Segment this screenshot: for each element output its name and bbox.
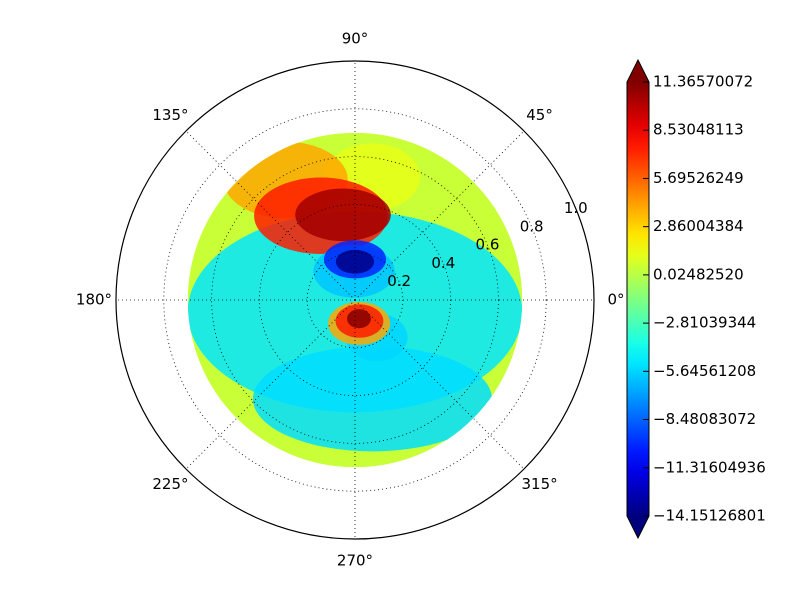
radial-tick-label: 0.6 (476, 236, 500, 254)
colorbar-tick-label: −8.48083072 (653, 410, 756, 428)
colorbar-tick-label: 11.36570072 (653, 73, 753, 91)
colorbar: 11.36570072 8.53048113 5.69526249 2.8600438… (626, 58, 766, 540)
heatmap-feature-1 (252, 346, 492, 452)
radial-gridline-3 (163, 108, 547, 492)
radial-tick-label: 0.2 (387, 272, 411, 290)
colorbar-tick-label: −2.81039344 (653, 314, 756, 332)
heatmap-feature-8 (335, 249, 375, 274)
heatmap-feature-5 (295, 188, 391, 242)
radial-tick-label: 1.0 (564, 199, 588, 217)
angle-tick-label: 45° (526, 106, 553, 124)
colorbar-extend-max-arrow (627, 60, 649, 82)
angle-tick-label: 135° (152, 106, 188, 124)
colorbar-tick-label: −11.31604936 (653, 458, 766, 476)
colorbar-ticks: 11.36570072 8.53048113 5.69526249 2.8600438… (643, 73, 766, 525)
radial-gridline-2 (211, 156, 499, 444)
radial-tick-label: 0.4 (431, 254, 455, 272)
heatmap-surface (187, 132, 523, 468)
colorbar-tick-label: −14.15126801 (653, 507, 766, 525)
colorbar-tick-label: 0.02482520 (653, 265, 744, 283)
colorbar-tick-label: 2.86004384 (653, 217, 744, 235)
angle-tick-label: 315° (521, 475, 557, 493)
heatmap-feature-12 (347, 309, 371, 329)
radial-tick-label: 0.8 (520, 217, 544, 235)
colorbar-tick-label: −5.64561208 (653, 362, 756, 380)
colorbar-gradient (627, 82, 649, 516)
radial-tick-labels: 0.2 0.4 0.6 0.8 1.0 (387, 199, 588, 290)
polar-outer-ring (115, 60, 595, 540)
radial-gridline-0 (306, 251, 404, 349)
angle-tick-label: 90° (342, 30, 369, 48)
angle-tick-label: 0° (607, 291, 624, 309)
angle-tick-label: 225° (152, 475, 188, 493)
colorbar-tick-label: 5.69526249 (653, 169, 744, 187)
colorbar-tick-label: 8.53048113 (653, 121, 744, 139)
polar-axes: 0°45°90°135°180°225°270°315° 0.20.40.60.… (76, 30, 625, 570)
angle-tick-labels: 0° 45° 90° 135° 180° 225° 270° 315° (76, 30, 625, 570)
polar-gridlines (116, 61, 594, 539)
angle-tick-label: 270° (337, 552, 373, 570)
radial-gridline-1 (258, 203, 451, 396)
angle-tick-label: 180° (76, 291, 112, 309)
colorbar-extend-min-arrow (627, 516, 649, 538)
